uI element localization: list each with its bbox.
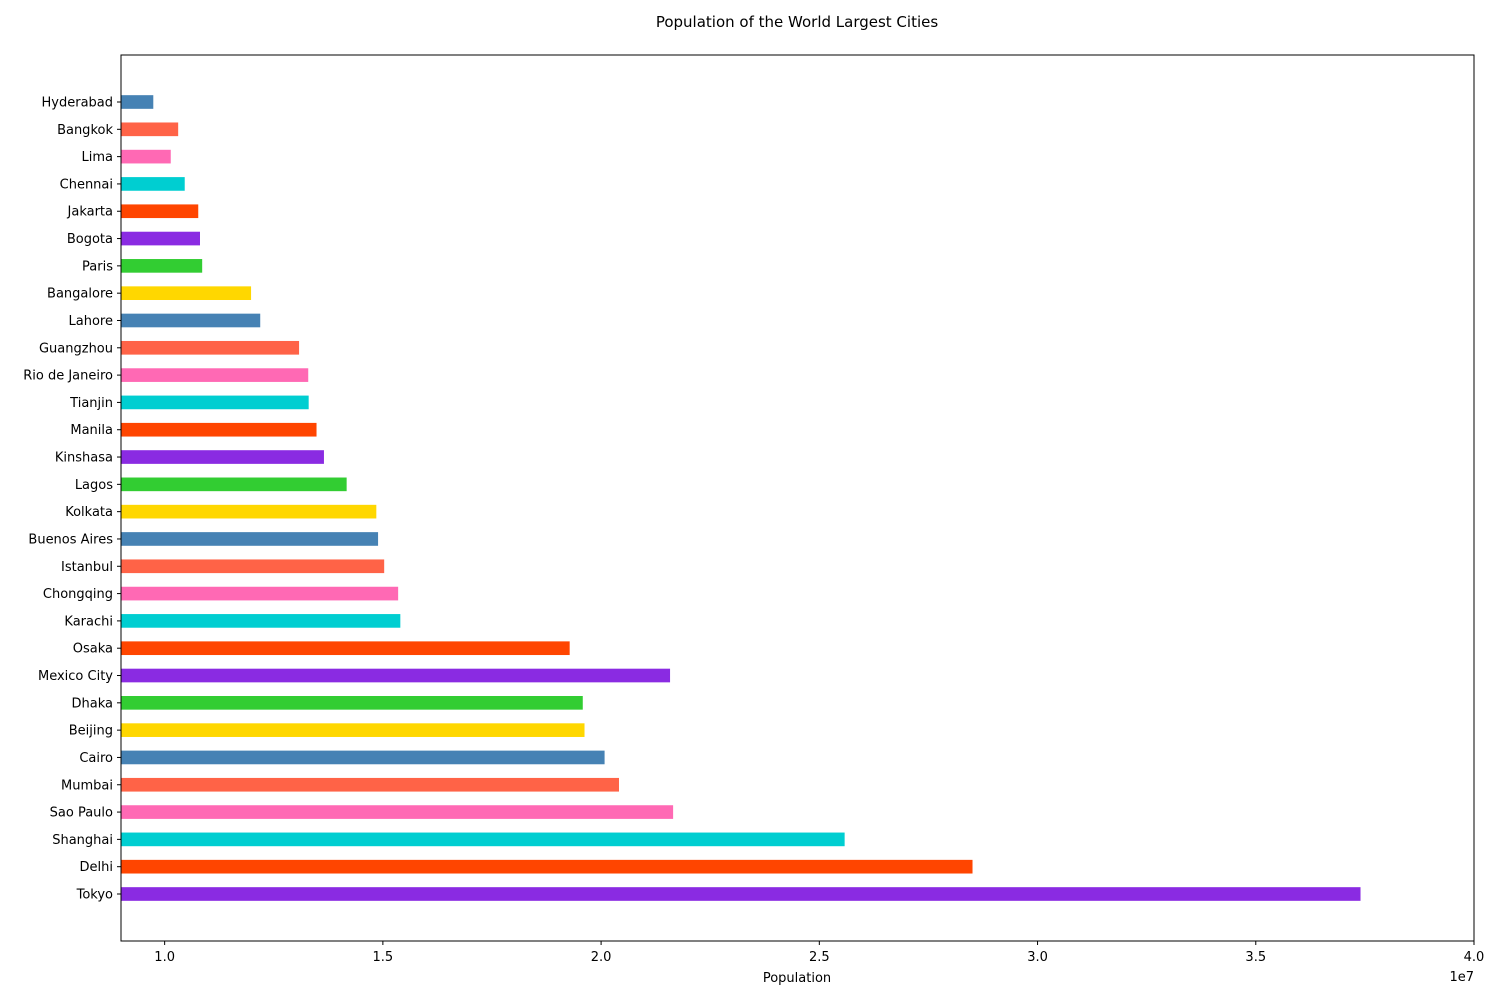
y-tick-label: Rio de Janeiro [23,369,113,384]
y-tick-label: Jakarta [67,205,113,220]
bar-manila [121,423,317,437]
y-tick-label: Bangkok [57,123,113,138]
bar-hyderabad [121,95,153,109]
bar-chongqing [121,587,398,601]
x-tick-label: 3.0 [1027,950,1048,965]
bar-delhi [121,860,973,874]
x-tick-label: 3.5 [1245,950,1266,965]
y-tick-label: Cairo [79,751,113,766]
bar-mexico-city [121,669,670,683]
bar-paris [121,259,202,273]
x-tick-label: 1.0 [154,950,175,965]
bar-dhaka [121,696,583,710]
bar-lahore [121,314,260,328]
bar-kinshasa [121,450,324,464]
bar-lagos [121,478,347,492]
bar-shanghai [121,833,845,847]
y-tick-label: Beijing [69,724,113,739]
y-tick-label: Tokyo [76,888,113,903]
y-tick-label: Osaka [73,642,113,657]
y-tick-label: Chennai [60,177,113,192]
x-tick-label: 2.5 [809,950,830,965]
y-tick-label: Mexico City [38,669,113,684]
y-tick-label: Bogota [67,232,113,247]
bar-osaka [121,641,570,655]
y-tick-label: Buenos Aires [28,532,113,547]
bar-lima [121,150,171,164]
y-tick-label: Tianjin [69,396,113,411]
bar-tokyo [121,887,1361,901]
y-tick-label: Kolkata [65,505,113,520]
bar-sao-paulo [121,805,673,819]
x-axis-ticks: 1.0 1.5 2.0 2.5 3.0 3.5 4.0 [154,941,1484,965]
y-tick-label: Karachi [64,614,113,629]
bar-bangkok [121,122,178,136]
bar-buenos-aires [121,532,378,546]
y-tick-label: Istanbul [61,560,113,575]
bar-mumbai [121,778,619,792]
x-tick-label: 2.0 [591,950,612,965]
y-axis-ticks: Tokyo Delhi Shanghai Sao Paulo Mumbai Cairo Be… [23,96,121,903]
bar-karachi [121,614,400,628]
bar-jakarta [121,204,198,218]
y-tick-label: Paris [82,259,113,274]
bar-bogota [121,232,200,246]
y-tick-label: Delhi [80,860,113,875]
bar-rio-de-janeiro [121,368,308,382]
bar-beijing [121,723,585,737]
bar-cairo [121,751,605,765]
bars-layer [121,95,1361,901]
bar-tianjin [121,396,309,410]
y-tick-label: Manila [70,423,113,438]
bar-chennai [121,177,185,191]
y-tick-label: Lima [82,150,113,165]
y-tick-label: Guangzhou [39,341,113,356]
y-tick-label: Lagos [75,478,113,493]
y-tick-label: Kinshasa [55,451,113,466]
x-axis-label: Population [763,971,831,986]
y-tick-label: Dhaka [72,696,113,711]
bar-istanbul [121,559,384,573]
y-tick-label: Lahore [69,314,113,329]
y-tick-label: Chongqing [43,587,113,602]
y-tick-label: Mumbai [61,778,113,793]
y-tick-label: Shanghai [52,833,113,848]
bar-bangalore [121,286,251,300]
y-tick-label: Hyderabad [42,96,114,111]
chart-title: Population of the World Largest Cities [656,13,939,31]
x-axis-offset-label: 1e7 [1449,970,1474,985]
x-tick-label: 1.5 [373,950,394,965]
x-tick-label: 4.0 [1464,950,1485,965]
bar-kolkata [121,505,376,519]
y-tick-label: Sao Paulo [50,806,113,821]
y-tick-label: Bangalore [47,287,113,302]
bar-guangzhou [121,341,299,355]
